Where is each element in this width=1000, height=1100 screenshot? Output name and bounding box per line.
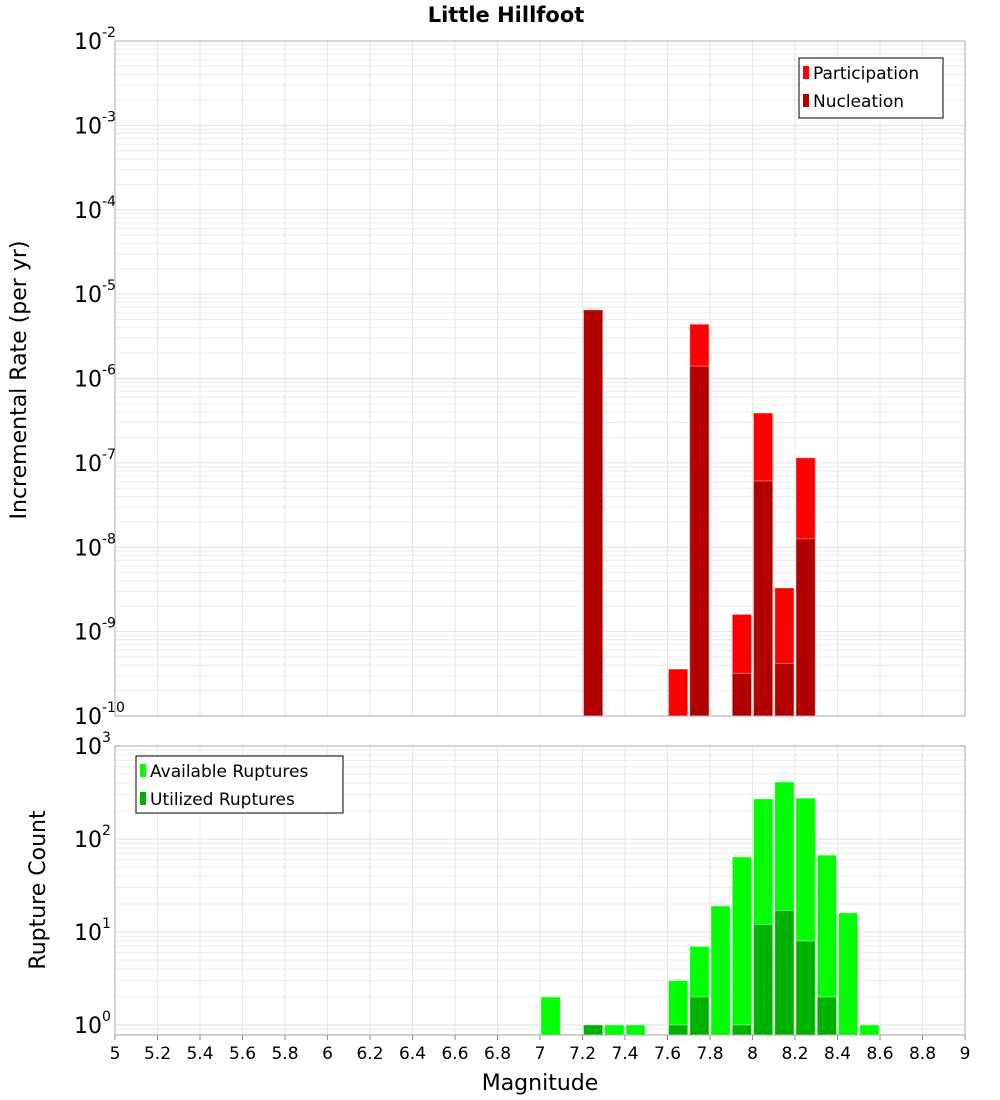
x-tick-label: 5 [110, 1044, 121, 1064]
x-tick-label: 7.6 [654, 1044, 681, 1064]
bottom-bar-available-ruptures [838, 912, 859, 1036]
top-bar-nucleation [795, 538, 816, 717]
x-tick-label: 5.4 [186, 1044, 213, 1064]
bottom-bar-utilized-ruptures [753, 924, 774, 1036]
x-tick-label: 5.6 [229, 1044, 256, 1064]
bottom-y-tick-label: 102 [74, 823, 111, 853]
legend-utilized: Utilized Ruptures [150, 790, 295, 810]
top-y-tick-label: 10-9 [74, 616, 116, 646]
top-y-tick-label: 10-7 [74, 447, 116, 477]
x-tick-label: 8.4 [824, 1044, 851, 1064]
bottom-bar-available-ruptures [731, 856, 752, 1036]
top-y-label: Incremental Rate (per yr) [7, 241, 32, 520]
bottom-bar-utilized-ruptures [689, 996, 710, 1036]
bottom-bar-available-ruptures [710, 905, 731, 1036]
legend-nucleation: Nucleation [813, 92, 904, 112]
top-y-ticks: 10-2 10-3 10-4 10-5 10-6 10-7 10-8 10-9 10-10 [74, 25, 125, 730]
legend-swatch-utilized [140, 792, 146, 805]
x-tick-label: 5.2 [144, 1044, 171, 1064]
x-ticks: 5 5.2 5.4 5.6 5.8 6 6.2 6.4 6.6 6.8 7 7.2 7.4 7.6 7.8 8… [110, 1035, 971, 1064]
x-tick-label: 8 [747, 1044, 758, 1064]
x-tick-label: 7.2 [569, 1044, 596, 1064]
top-bar-participation [668, 668, 689, 717]
top-bar-nucleation [583, 309, 604, 717]
x-axis-label: Magnitude [482, 1071, 599, 1096]
top-y-tick-label: 10-4 [74, 194, 116, 224]
x-tick-label: 6.2 [356, 1044, 383, 1064]
bottom-bar-utilized-ruptures [583, 1024, 604, 1036]
x-tick-label: 8.8 [909, 1044, 936, 1064]
x-tick-label: 7.8 [696, 1044, 723, 1064]
top-y-tick-label: 10-6 [74, 363, 116, 393]
x-tick-label: 6 [322, 1044, 333, 1064]
top-bar-nucleation [689, 365, 710, 717]
legend-available: Available Ruptures [150, 762, 308, 782]
top-bars [583, 309, 816, 717]
top-legend: Participation Nucleation [798, 57, 944, 119]
bottom-bar-utilized-ruptures [668, 1024, 689, 1036]
x-tick-label: 9 [960, 1044, 971, 1064]
top-plot-frame [114, 40, 966, 717]
bottom-bar-available-ruptures [859, 1024, 880, 1036]
bottom-y-label: Rupture Count [26, 810, 51, 970]
legend-swatch-nucleation [803, 94, 809, 107]
top-bar-nucleation [753, 480, 774, 717]
legend-swatch-participation [803, 66, 809, 79]
bottom-bar-available-ruptures [625, 1024, 646, 1036]
x-tick-label: 8.2 [781, 1044, 808, 1064]
top-gridlines [115, 41, 966, 717]
top-bar-nucleation [731, 672, 752, 717]
top-y-tick-label: 10-8 [74, 531, 116, 561]
x-tick-label: 8.6 [866, 1044, 893, 1064]
chart-title: Little Hillfoot [428, 3, 585, 27]
bottom-bar-utilized-ruptures [816, 996, 837, 1036]
bottom-y-tick-label: 103 [74, 730, 111, 760]
bottom-bar-utilized-ruptures [731, 1024, 752, 1036]
x-tick-label: 6.4 [399, 1044, 426, 1064]
x-tick-label: 6.6 [441, 1044, 468, 1064]
bottom-bar-utilized-ruptures [774, 910, 795, 1036]
top-bar-nucleation [774, 662, 795, 717]
top-y-tick-label: 10-2 [74, 25, 116, 55]
top-y-tick-label: 10-3 [74, 109, 116, 139]
x-tick-label: 5.8 [271, 1044, 298, 1064]
bottom-bars [540, 781, 880, 1036]
bottom-y-ticks: 103 102 101 100 [74, 730, 111, 1039]
bottom-bar-available-ruptures [540, 996, 561, 1036]
bottom-bar-utilized-ruptures [795, 940, 816, 1036]
top-y-tick-label: 10-5 [74, 278, 116, 308]
legend-swatch-available [140, 764, 146, 777]
bottom-y-tick-label: 100 [74, 1009, 111, 1039]
legend-participation: Participation [813, 64, 919, 84]
top-y-tick-label: 10-10 [74, 700, 125, 730]
x-tick-label: 6.8 [484, 1044, 511, 1064]
bottom-legend: Available Ruptures Utilized Ruptures [135, 755, 344, 814]
x-tick-label: 7.4 [611, 1044, 638, 1064]
bottom-bar-available-ruptures [604, 1024, 625, 1036]
x-tick-label: 7 [535, 1044, 546, 1064]
bottom-y-tick-label: 101 [74, 916, 111, 946]
